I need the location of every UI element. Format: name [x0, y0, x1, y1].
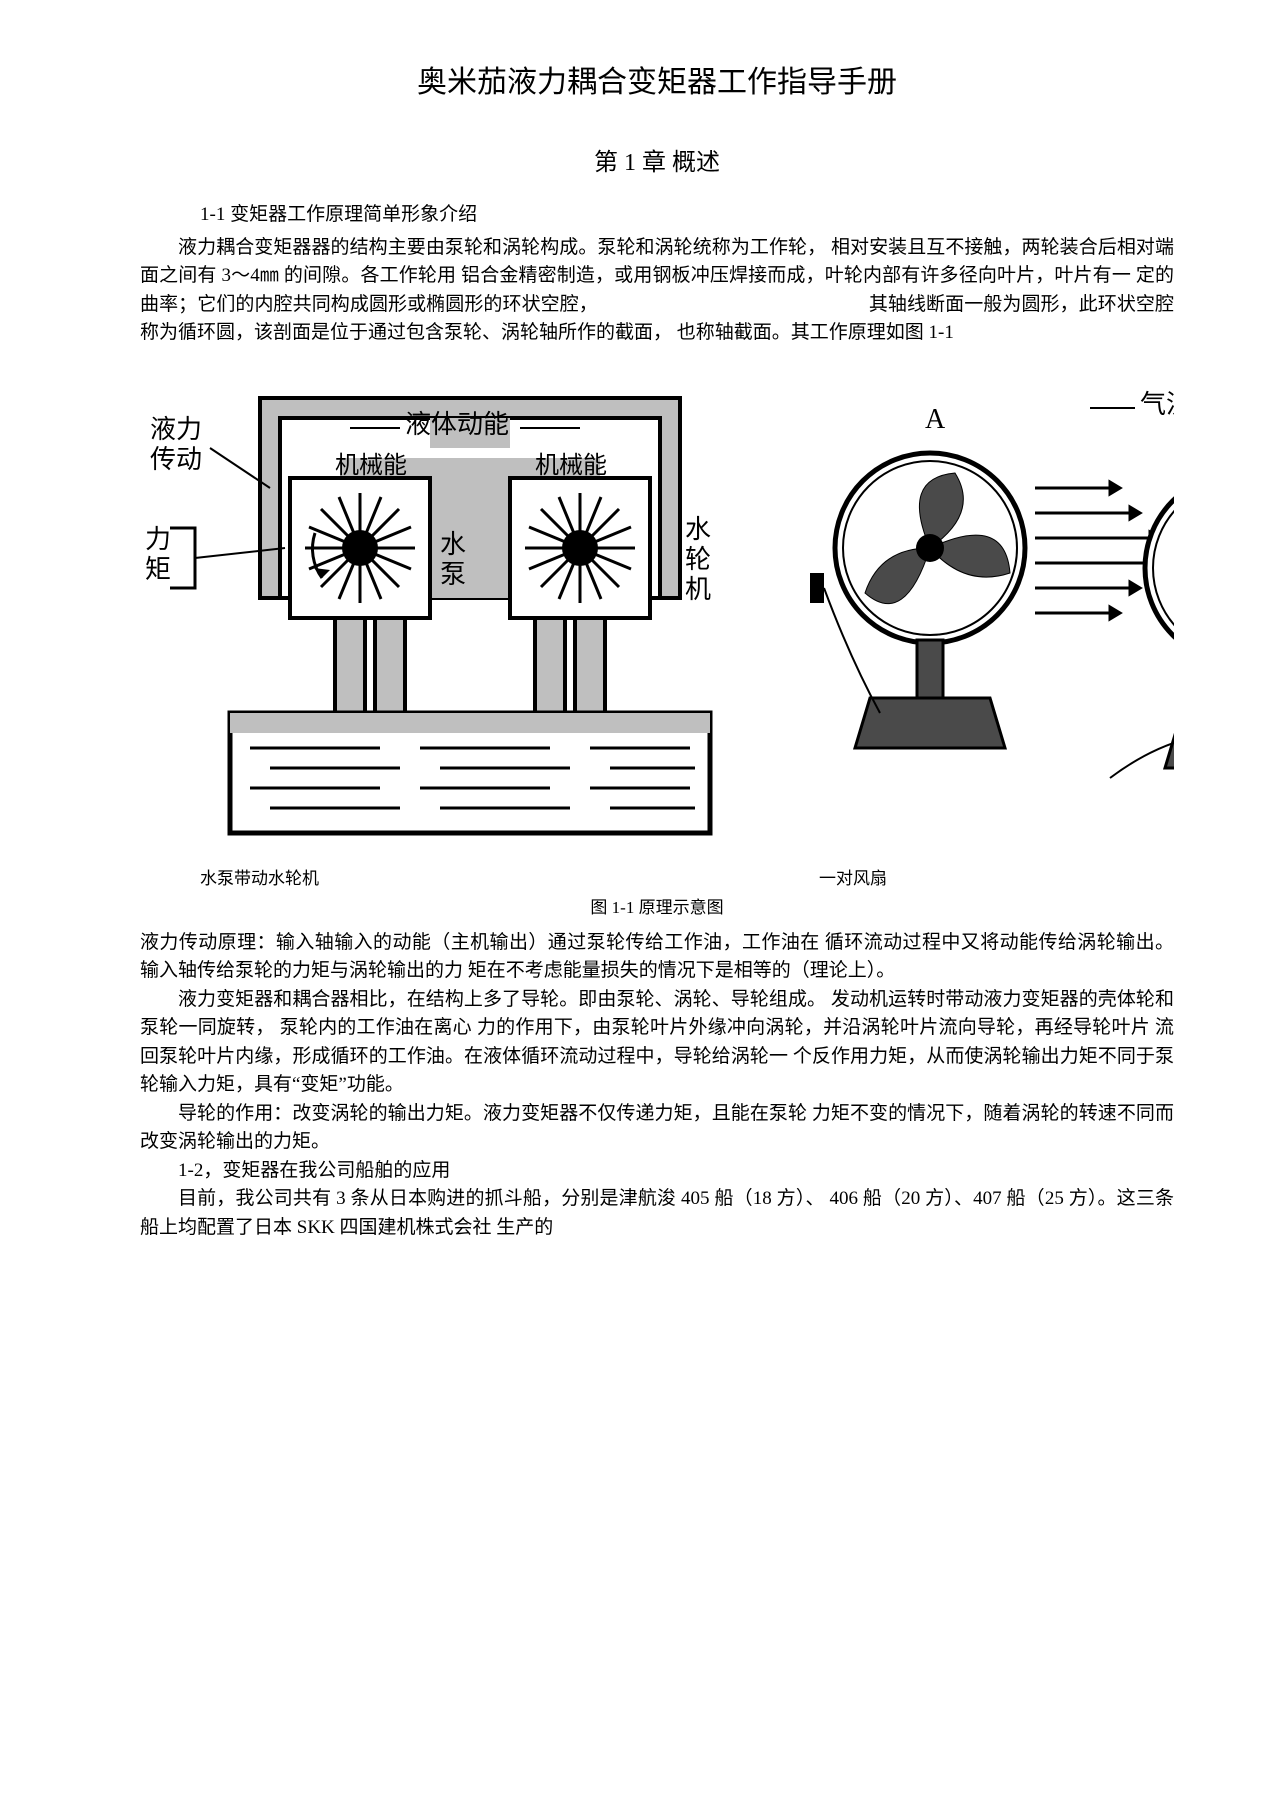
doc-title: 奥米茄液力耦合变矩器工作指导手册 [140, 60, 1174, 105]
label-torque: 力 [145, 525, 171, 554]
label-mech-l: 机械能 [335, 452, 407, 479]
label-mech-r: 机械能 [535, 452, 607, 479]
diagram-pump-turbine: 液力 传动 液体动能 机械能 机械能 力 矩 水 泵 水 轮 机 [140, 378, 770, 848]
section-1-2-head: 1-2，变矩器在我公司船舶的应用 [140, 1157, 1174, 1186]
section-1-2-p1: 目前，我公司共有 3 条从日本购进的抓斗船，分别是津航浚 405 船（18 方）… [140, 1185, 1174, 1242]
svg-text:轮: 轮 [685, 545, 711, 574]
after-p2: 液力变矩器和耦合器相比，在结构上多了导轮。即由泵轮、涡轮、导轮组成。 发动机运转… [140, 986, 1174, 1100]
label-pump: 水 [440, 530, 466, 559]
svg-text:机: 机 [685, 575, 711, 604]
figure-row: 液力 传动 液体动能 机械能 机械能 力 矩 水 泵 水 轮 机 A 气流 [140, 378, 1174, 856]
section-1-1-p1: 液力耦合变矩器器的结构主要由泵轮和涡轮构成。泵轮和涡轮统称为工作轮， 相对安装且… [140, 234, 1174, 348]
label-turbine: 水 [685, 515, 711, 544]
svg-text:传动: 传动 [150, 445, 202, 474]
label-fluid-energy: 液体动能 [405, 410, 509, 439]
chapter-heading: 第 1 章 概述 [140, 145, 1174, 181]
figure-title: 图 1-1 原理示意图 [140, 895, 1174, 921]
caption-right: 一对风扇 [819, 866, 887, 892]
figure-left: 液力 传动 液体动能 机械能 机械能 力 矩 水 泵 水 轮 机 [140, 378, 770, 856]
svg-text:泵: 泵 [440, 560, 466, 589]
caption-left: 水泵带动水轮机 [200, 866, 319, 892]
figure-right: A 气流 B [810, 378, 1174, 856]
after-p1: 液力传动原理：输入轴输入的动能（主机输出）通过泵轮传给工作油，工作油在 循环流动… [140, 929, 1174, 986]
figure-captions: 水泵带动水轮机 一对风扇 [140, 866, 1174, 892]
label-airflow: 气流 [1140, 390, 1174, 419]
label-hydraulic: 液力 [150, 415, 202, 444]
section-1-1-head: 1-1 变矩器工作原理简单形象介绍 [200, 201, 1174, 230]
after-p3: 导轮的作用：改变涡轮的输出力矩。液力变矩器不仅传递力矩，且能在泵轮 力矩不变的情… [140, 1100, 1174, 1157]
diagram-fans: A 气流 B [810, 378, 1174, 848]
label-A: A [925, 404, 946, 435]
svg-text:矩: 矩 [145, 555, 171, 584]
